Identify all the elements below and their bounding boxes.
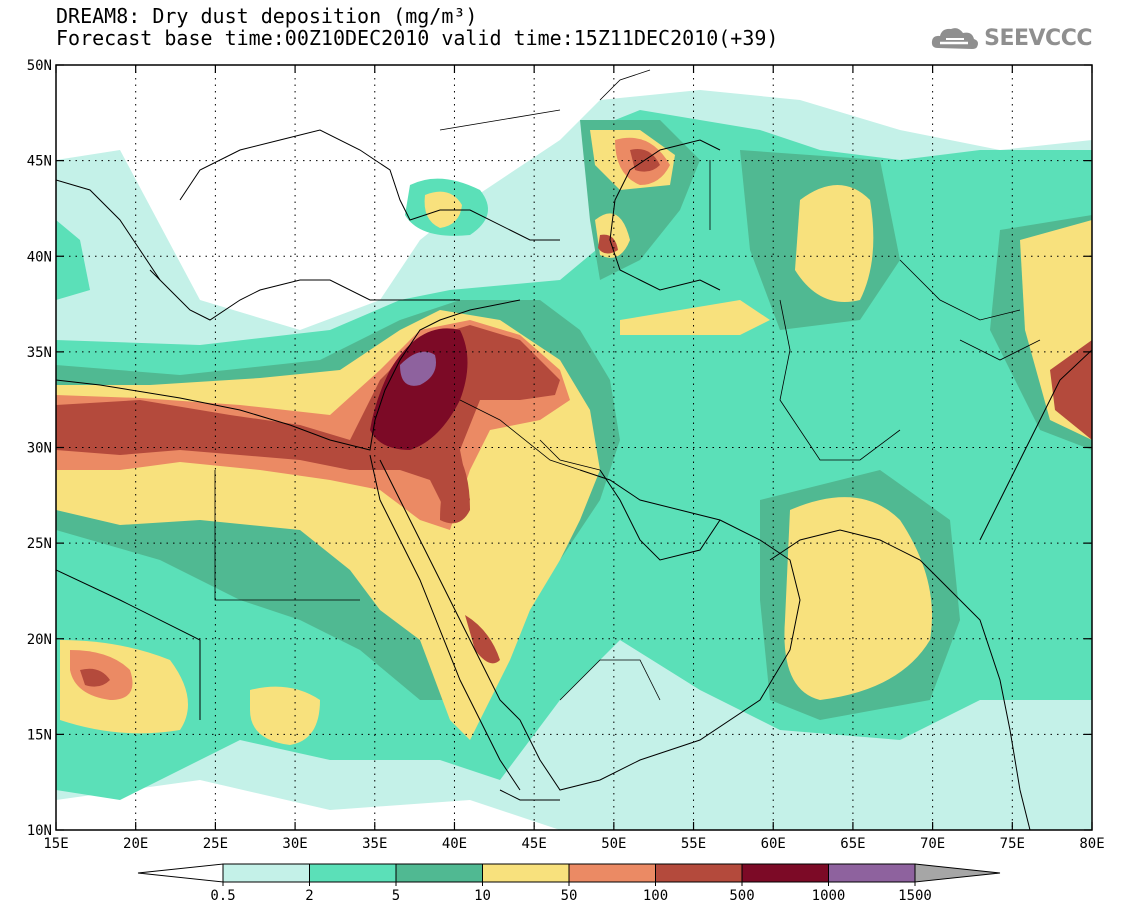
coastlines xyxy=(56,129,1092,830)
logo-text: SEEVCCC xyxy=(984,25,1092,51)
lat-tick-label: 45N xyxy=(27,154,52,170)
colorbar-level-label: 1000 xyxy=(812,888,846,904)
dust-field xyxy=(56,65,1092,830)
lat-tick-label: 15N xyxy=(27,727,52,743)
seevccc-logo: SEEVCCC xyxy=(930,24,1092,52)
lat-tick-label: 20N xyxy=(27,632,52,648)
colorbar-level-label: 0.5 xyxy=(210,888,235,904)
lat-tick-label: 50N xyxy=(27,58,52,74)
longitude-labels: 15E 20E 25E 30E 35E 40E 45E 50E 55E 60E 65E 70E 75E 8… xyxy=(43,836,1104,852)
lat-tick-label: 40N xyxy=(27,249,52,265)
colorbar-high-triangle xyxy=(914,863,1001,883)
colorbar-level-label: 10 xyxy=(474,888,491,904)
lat-tick-label: 25N xyxy=(27,536,52,552)
colorbar-low-triangle xyxy=(137,863,224,883)
axis-ticks xyxy=(55,64,1093,831)
lat-tick-label: 10N xyxy=(27,823,52,839)
lon-tick-label: 25E xyxy=(203,836,228,852)
lon-tick-label: 45E xyxy=(522,836,547,852)
lon-tick-label: 50E xyxy=(601,836,626,852)
contour-1000 xyxy=(400,351,436,386)
colorbar-box xyxy=(395,863,483,883)
contour-500 xyxy=(370,328,468,450)
lon-tick-label: 70E xyxy=(920,836,945,852)
colorbar-level-label: 1500 xyxy=(898,888,932,904)
colorbar-level-label: 100 xyxy=(643,888,668,904)
lon-tick-label: 20E xyxy=(123,836,148,852)
colorbar-box xyxy=(828,863,916,883)
colorbar-level-label: 5 xyxy=(392,888,400,904)
colorbar-box xyxy=(482,863,570,883)
lon-tick-label: 35E xyxy=(362,836,387,852)
latitude-labels: 50N 45N 40N 35N 30N 25N 20N 15N 10N xyxy=(27,58,52,839)
lon-tick-label: 40E xyxy=(442,836,467,852)
lon-tick-label: 55E xyxy=(681,836,706,852)
colorbar-level-label: 500 xyxy=(729,888,754,904)
colorbar-level-label: 2 xyxy=(305,888,313,904)
colorbar-box xyxy=(568,863,656,883)
colorbar-box xyxy=(309,863,397,883)
country-borders xyxy=(214,69,1041,701)
lon-tick-label: 30E xyxy=(282,836,307,852)
lon-tick-label: 65E xyxy=(840,836,865,852)
colorbar-box xyxy=(222,863,310,883)
lon-tick-label: 80E xyxy=(1079,836,1104,852)
forecast-time-subtitle: Forecast base time:00Z10DEC2010 valid ti… xyxy=(56,26,779,50)
graticule xyxy=(56,65,1092,830)
colorbar-legend: 0.5 2 5 10 50 100 500 1000 1500 xyxy=(137,863,1001,904)
lon-tick-label: 75E xyxy=(1000,836,1025,852)
colorbar-level-label: 50 xyxy=(561,888,578,904)
colorbar-box xyxy=(655,863,743,883)
lat-tick-label: 30N xyxy=(27,441,52,457)
colorbar-box xyxy=(741,863,829,883)
lon-tick-label: 15E xyxy=(43,836,68,852)
lat-tick-label: 35N xyxy=(27,345,52,361)
lon-tick-label: 60E xyxy=(761,836,786,852)
map-title: DREAM8: Dry dust deposition (mg/m³) xyxy=(56,4,478,28)
cloud-icon xyxy=(932,28,979,49)
